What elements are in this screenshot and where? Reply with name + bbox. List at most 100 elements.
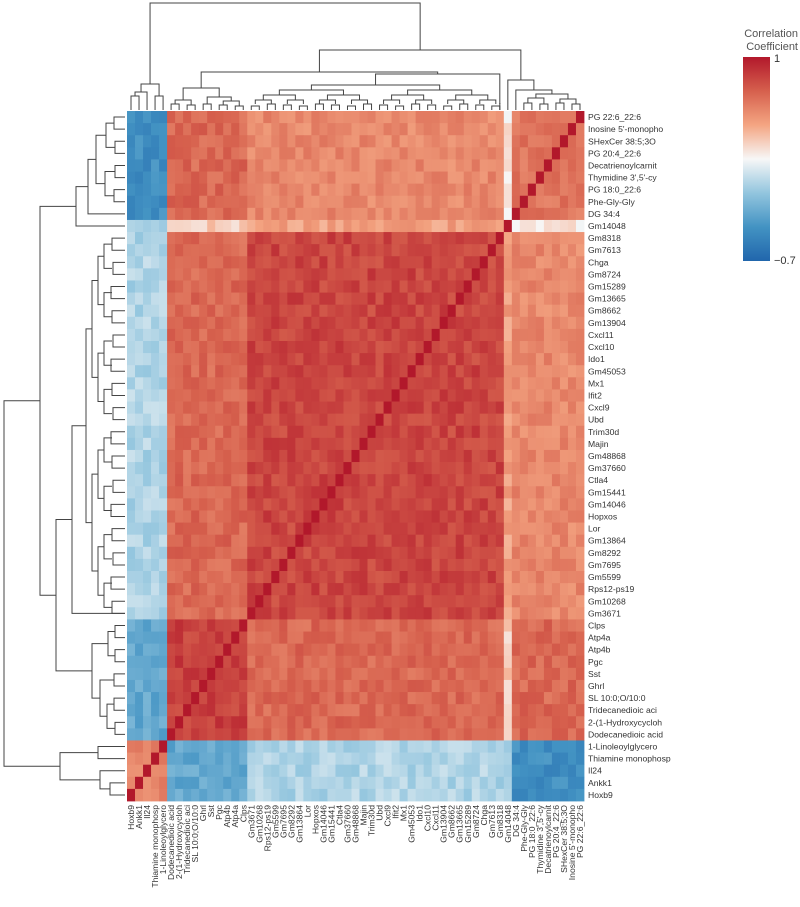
heatmap-cell [143,111,152,124]
heatmap-cell [343,413,352,427]
heatmap-cell [319,304,328,318]
heatmap-cell [511,195,521,209]
heatmap-cell [391,353,400,366]
heatmap-cell [215,764,224,778]
heatmap-cell [479,413,489,427]
heatmap-cell [471,752,481,766]
heatmap-cell [311,111,320,124]
heatmap-cell [383,377,392,390]
heatmap-cell [535,389,545,402]
heatmap-cell [559,643,569,657]
heatmap-cell [367,341,376,354]
heatmap-cell [143,631,152,645]
heatmap-cell [383,764,392,778]
heatmap-cell [399,716,409,729]
heatmap-cell [335,135,344,148]
heatmap-cell [431,643,441,657]
heatmap-cell [199,692,208,705]
heatmap-cell [215,571,224,584]
row-label: Gm48868 [588,451,626,461]
heatmap-cell [455,377,465,390]
heatmap-cell [559,147,569,160]
heatmap-cell [175,776,184,790]
heatmap-cell [543,752,553,766]
heatmap-cell [567,752,577,766]
heatmap-cell [527,643,537,657]
heatmap-cell [527,219,537,233]
heatmap-cell [543,135,553,148]
heatmap-cell [127,425,136,439]
heatmap-cell [351,619,360,632]
heatmap-cell [495,534,505,548]
heatmap-cell [271,522,280,536]
heatmap-cell [375,643,384,657]
heatmap-cell [367,232,376,245]
heatmap-cell [327,704,336,717]
heatmap-cell [543,534,553,548]
heatmap-cell [263,716,272,729]
heatmap-cell [135,171,144,185]
heatmap-cell [359,571,368,584]
heatmap-cell [359,583,368,596]
heatmap-cell [487,195,497,209]
heatmap-cell [143,546,152,560]
heatmap-cell [519,740,529,753]
heatmap-cell [263,123,272,136]
heatmap-cell [311,341,320,354]
heatmap-cell [567,667,577,681]
heatmap-cell [127,401,136,415]
heatmap-cell [223,171,232,185]
heatmap-cell [471,377,481,390]
heatmap-cell [415,183,425,197]
heatmap-cell [495,776,505,790]
heatmap-cell [175,377,184,390]
heatmap-cell [431,788,441,802]
heatmap-cell [431,558,441,572]
heatmap-cell [431,256,441,269]
heatmap-cell [495,546,505,560]
heatmap-cell [175,486,184,499]
heatmap-cell [335,631,344,645]
heatmap-cell [255,583,264,596]
heatmap-cell [383,462,392,475]
heatmap-cell [367,207,376,221]
row-label: Gm15441 [588,487,626,497]
heatmap-cell [327,607,336,620]
heatmap-cell [511,123,521,136]
heatmap-cell [351,788,360,802]
heatmap-cell [551,728,561,741]
heatmap-cell [199,365,208,378]
dendrogram-branch [107,631,115,657]
heatmap-cell [487,183,497,197]
heatmap-cell [295,304,304,318]
heatmap-cell [375,704,384,717]
heatmap-cell [223,486,232,499]
heatmap-cell [143,716,152,729]
heatmap-cell [287,171,296,185]
heatmap-cell [215,123,224,136]
heatmap-cell [575,280,585,293]
heatmap-cell [199,171,208,185]
heatmap-cell [351,292,360,306]
heatmap-cell [447,522,457,536]
heatmap-cell [327,389,336,402]
heatmap-cell [567,679,577,693]
heatmap-cell [511,401,521,415]
heatmap-cell [319,752,328,766]
heatmap-cell [207,147,216,160]
heatmap-cell [375,631,384,645]
heatmap-cell [247,183,256,197]
heatmap-cell [559,667,569,681]
heatmap-cell [383,643,392,657]
heatmap-cell [287,631,296,645]
heatmap-cell [535,244,545,257]
heatmap-cell [167,171,176,185]
heatmap-cell [159,716,168,729]
heatmap-cell [327,764,336,778]
heatmap-cell [207,462,216,475]
heatmap-cell [255,437,264,451]
heatmap-cell [167,788,176,802]
heatmap-cell [511,583,521,596]
heatmap-cell [359,643,368,657]
heatmap-cell [239,159,248,172]
